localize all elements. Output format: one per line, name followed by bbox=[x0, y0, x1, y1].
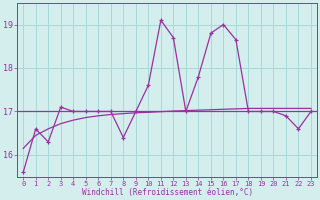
X-axis label: Windchill (Refroidissement éolien,°C): Windchill (Refroidissement éolien,°C) bbox=[82, 188, 253, 197]
